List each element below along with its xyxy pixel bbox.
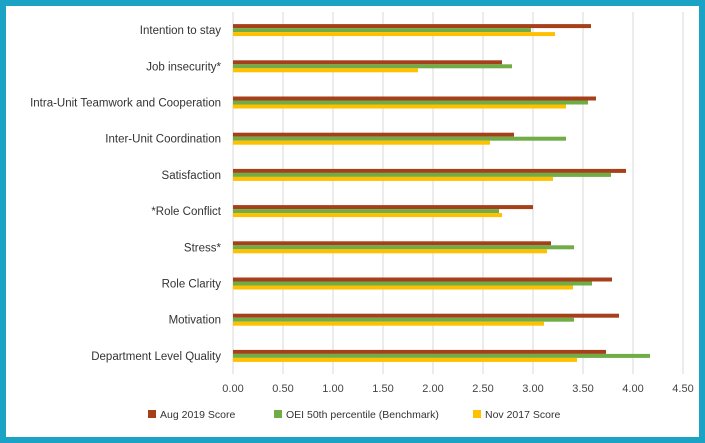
category-label: Role Clarity: [162, 279, 222, 291]
bar: [233, 132, 514, 137]
x-tick-label: 4.50: [672, 383, 693, 395]
x-tick-label: 4.00: [622, 383, 643, 395]
x-tick-label: 0.50: [272, 383, 293, 395]
bar: [233, 349, 606, 354]
legend-swatch: [148, 410, 156, 418]
x-tick-label: 2.50: [472, 383, 493, 395]
category-label: Stress*: [184, 242, 222, 254]
bar: [233, 172, 611, 177]
category-label: *Role Conflict: [151, 206, 221, 218]
x-tick-label: 1.00: [322, 383, 343, 395]
category-label: Inter-Unit Coordination: [105, 134, 221, 146]
x-tick-label: 0.00: [222, 383, 243, 395]
bar: [233, 168, 626, 173]
category-label: Intra-Unit Teamwork and Cooperation: [30, 98, 221, 110]
bar: [233, 32, 555, 37]
legend: Aug 2019 Score OEI 50th percentile (Bench…: [148, 409, 560, 421]
x-tick-label: 2.00: [422, 383, 443, 395]
bar: [233, 245, 574, 250]
legend-label: Nov 2017 Score: [485, 409, 560, 421]
x-tick-label: 1.50: [372, 383, 393, 395]
bar: [233, 241, 551, 246]
legend-swatch: [274, 410, 282, 418]
bar: [233, 100, 588, 105]
category-labels: Intention to stay Job insecurity* Intra-Un…: [30, 25, 222, 363]
bar: [233, 285, 573, 290]
category-label: Job insecurity*: [146, 61, 221, 73]
bar: [233, 136, 566, 141]
category-label: Satisfaction: [162, 170, 221, 182]
x-tick-label: 3.00: [522, 383, 543, 395]
category-label: Department Level Quality: [91, 351, 221, 363]
bar: [233, 357, 577, 362]
bar: [233, 60, 502, 65]
bar: [233, 176, 553, 181]
bar: [233, 140, 490, 145]
bar: [233, 321, 544, 326]
bar: [233, 353, 650, 358]
bar: [233, 104, 566, 109]
bar: [233, 277, 612, 282]
bar: [233, 213, 502, 218]
legend-label: OEI 50th percentile (Benchmark): [286, 409, 439, 421]
bar: [233, 205, 533, 210]
bar: [233, 28, 531, 33]
category-label: Intention to stay: [140, 25, 221, 37]
legend-label: Aug 2019 Score: [160, 409, 235, 421]
x-tick-label: 3.50: [572, 383, 593, 395]
bar: [233, 249, 547, 254]
bar: [233, 209, 499, 214]
bar: [233, 281, 592, 286]
bars: [233, 24, 650, 362]
bar: [233, 96, 596, 101]
category-label: Motivation: [169, 315, 221, 327]
bar-chart: Intention to stay Job insecurity* Intra-Un…: [30, 12, 694, 421]
bar: [233, 313, 619, 318]
bar: [233, 64, 512, 69]
bar: [233, 24, 591, 29]
x-tick-labels: 0.00 0.50 1.00 1.50 2.00 2.50 3.00 3.50 4.00 4.50: [222, 383, 693, 395]
bar: [233, 317, 574, 322]
legend-swatch: [473, 410, 481, 418]
bar: [233, 68, 418, 73]
gridlines: [232, 12, 684, 374]
